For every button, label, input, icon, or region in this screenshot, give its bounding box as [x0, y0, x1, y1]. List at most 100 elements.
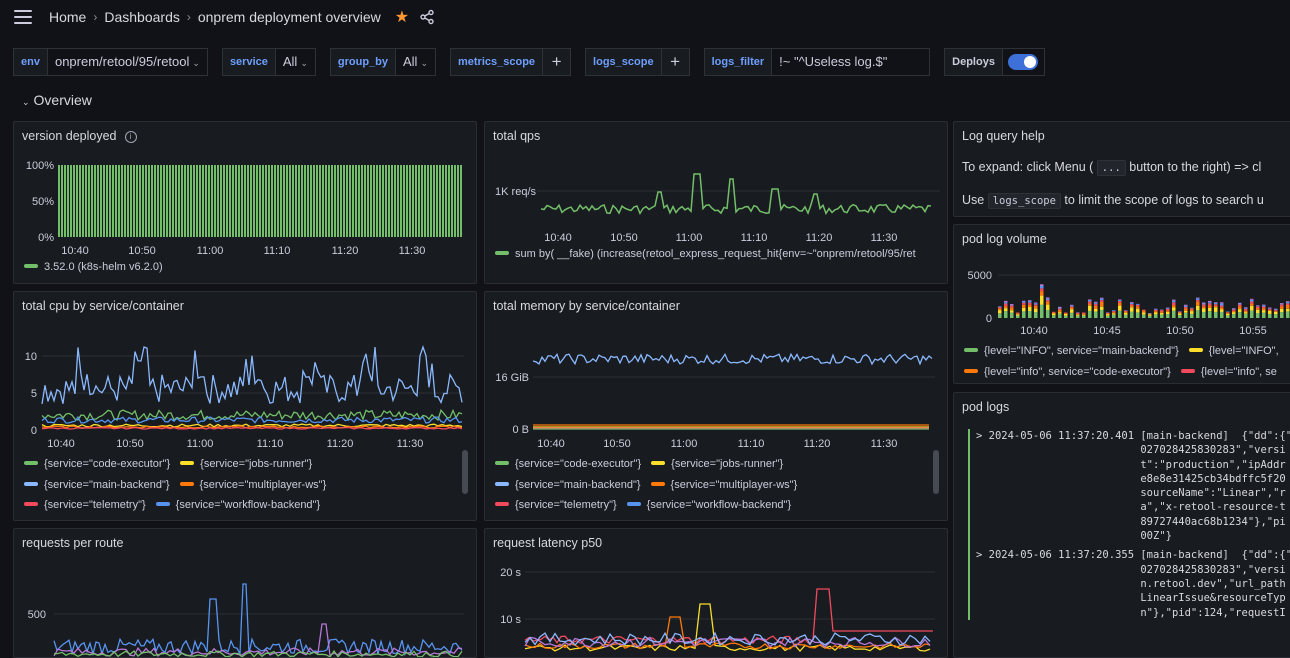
- legend-item[interactable]: {level="info", se: [1180, 362, 1277, 383]
- log-volume-bar: [1250, 301, 1254, 304]
- share-icon[interactable]: [419, 9, 435, 25]
- log-volume-bar: [1040, 288, 1044, 292]
- x-tick-label: 10:40: [537, 438, 565, 450]
- log-entry[interactable]: > 2024-05-06 11:37:20.355 [main-backend]…: [970, 548, 1290, 619]
- version-bar: [241, 165, 243, 237]
- legend-item[interactable]: {level="info", service="code-executor"}: [964, 362, 1171, 383]
- log-volume-bar: [1100, 309, 1104, 318]
- legend-item[interactable]: {service="multiplayer-ws"}: [650, 475, 797, 496]
- log-volume-bar: [1010, 304, 1014, 305]
- log-volume-bar: [1004, 306, 1008, 309]
- log-volume-bar: [1238, 304, 1242, 307]
- version-bar: [223, 165, 225, 237]
- service-variable-select[interactable]: All ⌄: [275, 48, 316, 76]
- version-bar: [403, 165, 405, 237]
- log-line: > 2024-05-06 11:37:20.355 [main-backend]…: [976, 549, 1290, 562]
- log-volume-bar: [1010, 312, 1014, 318]
- row-header-overview[interactable]: ⌄ Overview: [22, 92, 92, 108]
- breadcrumb-dashboards[interactable]: Dashboards: [104, 9, 180, 25]
- log-volume-bar: [1130, 304, 1134, 306]
- log-volume-bar: [1070, 309, 1074, 313]
- legend-item[interactable]: {service="multiplayer-ws"}: [179, 475, 326, 496]
- cpu-series-lines: [41, 344, 463, 430]
- star-icon[interactable]: ★: [394, 9, 410, 26]
- chevron-down-icon: ⌄: [300, 58, 308, 68]
- legend-swatch: [180, 461, 195, 465]
- help-text: button to the right) => cl: [1129, 160, 1262, 174]
- legend-item[interactable]: {service="jobs-runner"}: [651, 454, 783, 475]
- legend-item[interactable]: {service="main-backend"}: [24, 475, 170, 496]
- legend: 3.52.0 (k8s-helm v6.2.0): [24, 261, 173, 273]
- breadcrumb-home[interactable]: Home: [49, 9, 87, 25]
- legend-item[interactable]: {service="main-backend"}: [495, 475, 641, 496]
- group-by-variable-select[interactable]: All ⌄: [396, 48, 436, 76]
- legend-scrollbar[interactable]: [462, 450, 468, 494]
- log-volume-bar: [1070, 307, 1074, 310]
- info-icon[interactable]: i: [124, 131, 137, 143]
- log-volume-bar: [1274, 311, 1278, 315]
- legend-item[interactable]: {service="telemetry"}: [495, 495, 617, 516]
- log-volume-bar: [1130, 302, 1134, 305]
- env-variable-select[interactable]: onprem/retool/95/retool ⌄: [47, 48, 208, 76]
- panel-title: total memory by service/container: [493, 299, 680, 313]
- log-volume-bar: [1094, 309, 1098, 312]
- log-entry[interactable]: > 2024-05-06 11:37:20.401 [main-backend]…: [970, 429, 1290, 543]
- panel-requests-per-route: requests per route 500: [13, 528, 477, 658]
- log-volume-bar: [1250, 298, 1254, 300]
- version-bar: [259, 165, 261, 237]
- log-volume-bar: [1046, 309, 1050, 318]
- legend-item[interactable]: {level="INFO",: [1188, 341, 1279, 362]
- version-bar: [307, 165, 309, 237]
- hamburger-icon[interactable]: [14, 10, 32, 24]
- version-bar: [130, 165, 132, 237]
- legend-item[interactable]: {service="jobs-runner"}: [180, 454, 312, 475]
- log-volume-bar: [1040, 285, 1044, 289]
- log-volume-bar: [1136, 312, 1140, 318]
- log-volume-bar: [1004, 303, 1008, 307]
- log-volume-bar: [1202, 302, 1206, 304]
- version-bar: [457, 165, 459, 237]
- version-bar: [325, 165, 327, 237]
- logs-scope-add-button[interactable]: +: [661, 48, 690, 76]
- version-bar: [430, 165, 432, 237]
- help-line-scope: Use logs_scope to limit the scope of log…: [962, 193, 1264, 209]
- logs-filter-input[interactable]: !~ "^Useless log.$": [772, 48, 931, 76]
- legend-label: {level="info", se: [1200, 365, 1277, 378]
- log-volume-bar: [1016, 312, 1020, 314]
- legend-scrollbar[interactable]: [933, 450, 939, 494]
- metrics-scope-add-button[interactable]: +: [543, 48, 572, 76]
- log-volume-bar: [1094, 301, 1098, 303]
- log-volume-bar: [1154, 309, 1158, 310]
- log-volume-bar: [1190, 309, 1194, 312]
- legend-item[interactable]: {service="workflow-backend"}: [155, 495, 320, 516]
- log-volume-bar: [1028, 311, 1032, 318]
- log-volume-bar: [1166, 307, 1170, 309]
- legend-item[interactable]: {level="INFO", service="main-backend"}: [964, 341, 1179, 362]
- deploys-toggle[interactable]: [1002, 48, 1045, 76]
- version-bar: [310, 165, 312, 237]
- legend-item[interactable]: {service="code-executor"}: [495, 454, 641, 475]
- version-bar: [436, 165, 438, 237]
- log-volume-bar: [1250, 303, 1254, 306]
- help-text: To expand: click Menu (: [962, 160, 1094, 174]
- version-bar: [67, 165, 69, 237]
- legend-item[interactable]: sum by( __fake) (increase(retool_express…: [495, 248, 916, 260]
- version-bar: [304, 165, 306, 237]
- log-volume-bar: [1046, 304, 1050, 310]
- main-backend-line: [41, 344, 463, 405]
- env-variable-value: onprem/retool/95/retool: [54, 54, 190, 69]
- legend-item[interactable]: {service="code-executor"}: [24, 454, 170, 475]
- log-volume-bar: [1040, 295, 1044, 305]
- log-volume-bar: [1148, 314, 1152, 316]
- log-volume-bar: [1022, 304, 1026, 308]
- log-volume-bar: [1004, 300, 1008, 303]
- legend-item[interactable]: {service="telemetry"}: [24, 495, 146, 516]
- legend-item[interactable]: 3.52.0 (k8s-helm v6.2.0): [24, 261, 163, 273]
- version-bar: [352, 165, 354, 237]
- log-volume-bar: [1046, 298, 1050, 301]
- log-volume-bar: [1088, 303, 1092, 306]
- log-volume-bar: [1016, 315, 1020, 318]
- legend-item[interactable]: {service="workflow-backend"}: [626, 495, 791, 516]
- version-bar: [109, 165, 111, 237]
- log-volume-bar: [1136, 304, 1140, 307]
